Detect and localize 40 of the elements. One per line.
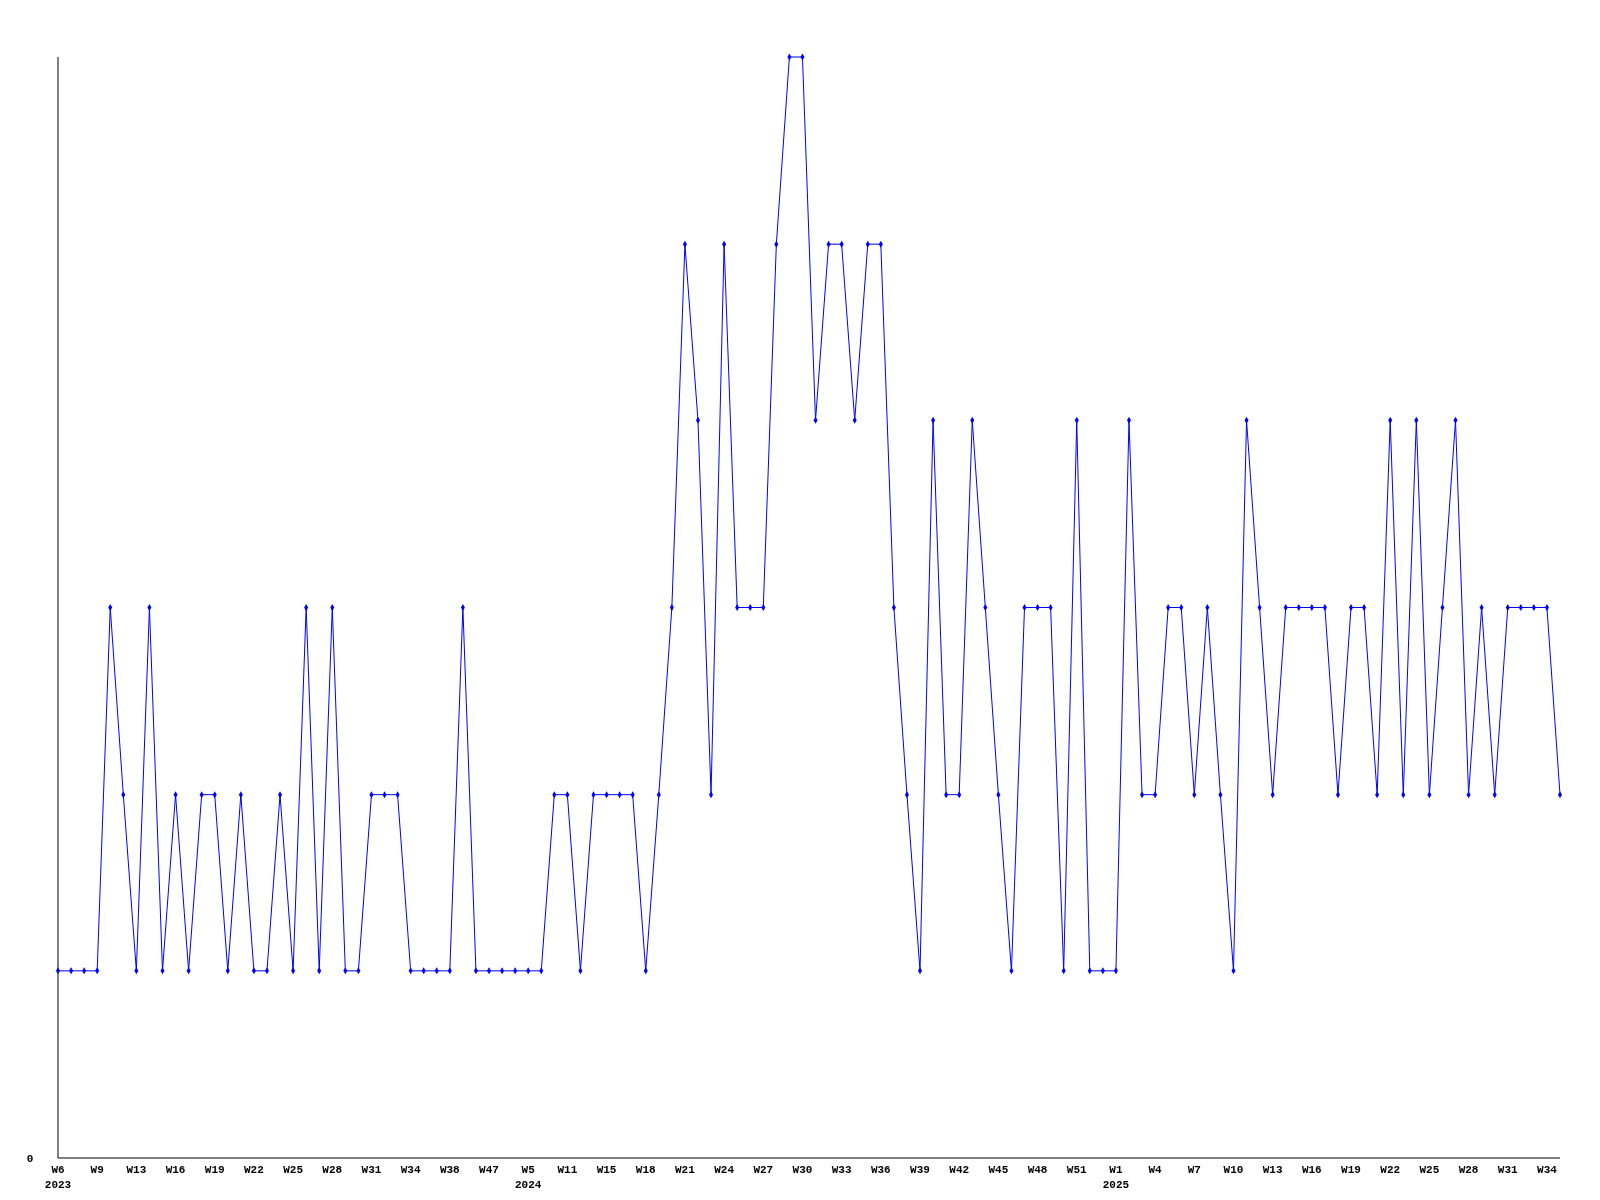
x-tick-label: W21: [675, 1164, 696, 1176]
x-tick-label: W28: [322, 1164, 343, 1176]
x-tick-label: W42: [949, 1164, 970, 1176]
x-tick-label: W25: [283, 1164, 304, 1176]
x-tick-label: W31: [1497, 1164, 1519, 1176]
x-tick-label: W19: [1341, 1164, 1361, 1176]
x-tick-label: W16: [1301, 1164, 1322, 1176]
x-tick-label: W27: [753, 1164, 774, 1176]
x-tick-label: W7: [1187, 1164, 1201, 1176]
x-tick-label: W34: [1537, 1164, 1558, 1176]
x-tick-label: W48: [1027, 1164, 1048, 1176]
x-tick-label: W31: [361, 1164, 382, 1176]
x-tick-label: W15: [596, 1164, 617, 1176]
x-tick-label: W38: [439, 1164, 461, 1176]
x-tick-label: W33: [831, 1164, 852, 1176]
x-tick-label: W39: [910, 1164, 930, 1176]
x-tick-label: W30: [792, 1164, 813, 1176]
x-tick-label: W4: [1148, 1164, 1163, 1176]
x-tick-label: W6 2023: [44, 1164, 72, 1191]
x-tick-label: W13: [1262, 1164, 1283, 1176]
x-tick-label: W5 2024: [514, 1164, 542, 1191]
x-tick-label: W16: [165, 1164, 186, 1176]
x-tick-label: W22: [244, 1164, 264, 1176]
x-tick-label: W45: [988, 1164, 1009, 1176]
x-tick-label: W47: [479, 1164, 499, 1176]
text: 0: [26, 1153, 34, 1165]
x-tick-label: W1 2025: [1102, 1164, 1130, 1191]
x-tick-label: W24: [714, 1164, 735, 1176]
x-tick-label: W19: [204, 1164, 225, 1176]
x-tick-label: W51: [1066, 1164, 1088, 1176]
x-tick-label: W36: [870, 1164, 891, 1176]
x-tick-label: W11: [557, 1164, 578, 1176]
x-tick-label: W28: [1458, 1164, 1479, 1176]
x-tick-label: W13: [126, 1164, 147, 1176]
x-tick-label: W34: [400, 1164, 421, 1176]
x-tick-label: W22: [1380, 1164, 1401, 1176]
x-tick-label: W18: [635, 1164, 657, 1176]
x-tick-label: W9: [90, 1164, 104, 1176]
x-tick-label: W25: [1419, 1164, 1440, 1176]
x-tick-label: W10: [1223, 1164, 1244, 1176]
